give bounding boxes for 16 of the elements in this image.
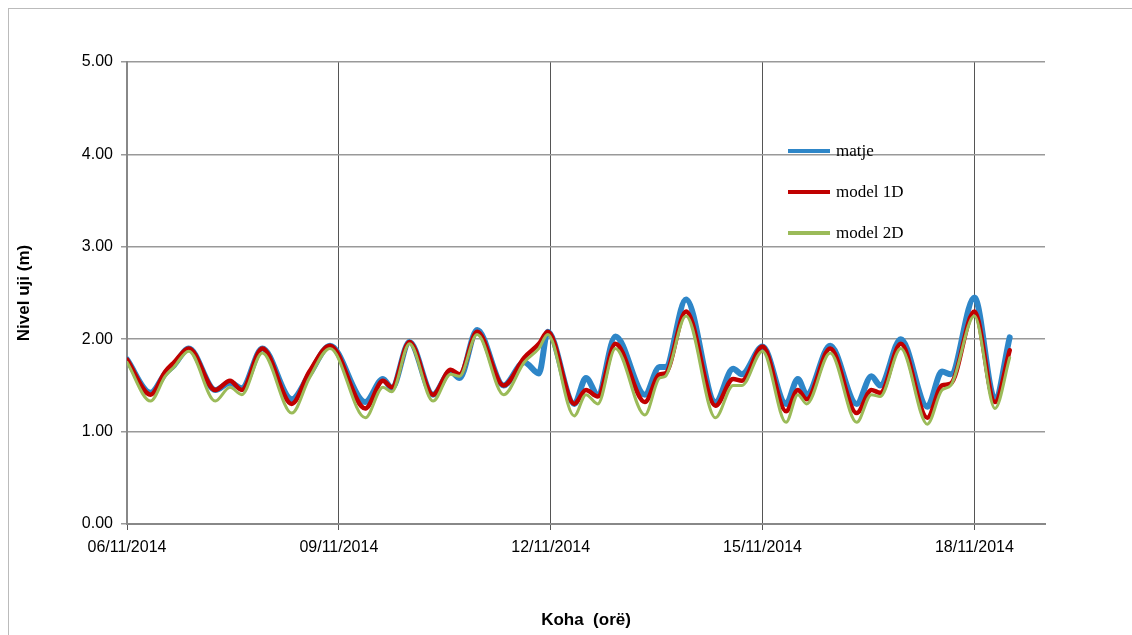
y-tick-label: 2.00 (81, 329, 114, 347)
x-tick-label: 18/11/2014 (934, 538, 1014, 556)
legend-label: model 2D (836, 222, 904, 243)
y-tick-label: 3.00 (81, 237, 114, 255)
x-tick-label: 12/11/2014 (511, 538, 591, 556)
y-tick-label: 0.00 (81, 514, 114, 532)
x-tick-label: 15/11/2014 (723, 538, 803, 556)
legend-label: matje (836, 140, 874, 161)
y-tick-label: 1.00 (81, 422, 114, 440)
y-tick-label: 5.00 (81, 52, 114, 70)
y-axis-title: Nivel uji (m) (13, 244, 33, 342)
legend-label: model 1D (836, 181, 904, 202)
x-axis-title: Koha (orë) (541, 610, 631, 630)
x-tick-label: 09/11/2014 (299, 538, 379, 556)
x-tick-label: 06/11/2014 (87, 538, 167, 556)
y-tick-label: 4.00 (81, 144, 114, 162)
